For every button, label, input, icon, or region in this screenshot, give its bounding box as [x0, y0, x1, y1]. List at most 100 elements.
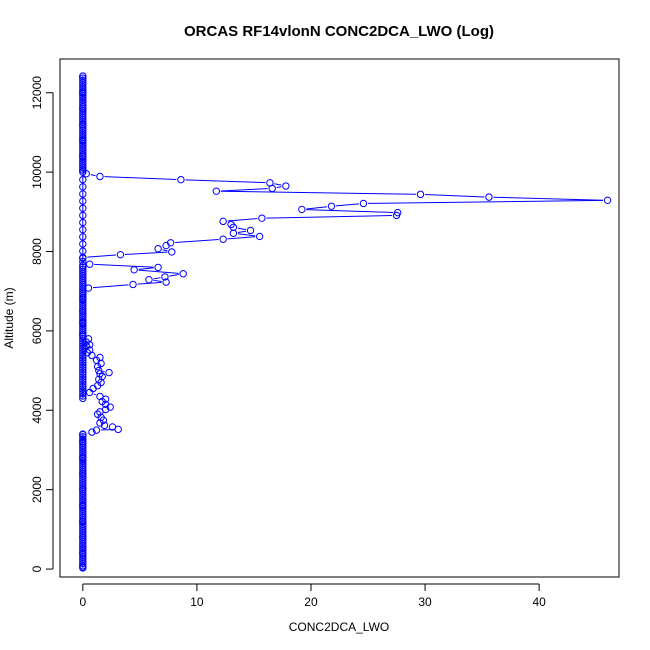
- y-tick-label: 2000: [30, 476, 44, 503]
- data-point: [79, 72, 87, 80]
- data-point: [79, 380, 87, 388]
- series-line-segment: [93, 393, 96, 396]
- x-tick-label: 20: [304, 595, 318, 609]
- data-point: [258, 214, 266, 222]
- x-tick-label: 40: [532, 595, 546, 609]
- series-line-segment: [493, 196, 604, 201]
- data-point: [79, 370, 87, 379]
- data-point: [82, 342, 90, 350]
- series-line-segment: [153, 277, 161, 280]
- data-point: [219, 235, 227, 243]
- data-point: [79, 89, 87, 97]
- data-point: [100, 421, 109, 430]
- data-point: [227, 220, 235, 229]
- series-line-segment: [185, 179, 266, 184]
- data-point: [96, 172, 104, 181]
- data-point: [79, 356, 87, 364]
- series-line-segment: [237, 227, 247, 231]
- data-point: [84, 335, 93, 343]
- data-point: [79, 218, 87, 227]
- x-tick-label: 30: [418, 595, 432, 609]
- data-point: [79, 261, 87, 270]
- data-point: [79, 354, 87, 362]
- series-line-segment: [227, 236, 256, 240]
- data-point: [79, 120, 87, 129]
- x-tick-label: 0: [79, 595, 86, 609]
- y-tick-label: 8000: [30, 238, 44, 265]
- data-point: [79, 358, 87, 367]
- data-point: [79, 361, 87, 369]
- data-point: [79, 375, 87, 384]
- series-line-segment: [227, 218, 258, 222]
- plot-frame: [59, 58, 620, 578]
- data-point: [79, 517, 87, 526]
- series-line-segment: [90, 174, 96, 177]
- data-point: [79, 385, 87, 393]
- series-line-segment: [104, 176, 177, 180]
- series-line-segment: [138, 267, 154, 270]
- data-point: [79, 501, 87, 510]
- data-point: [145, 275, 153, 284]
- data-point: [130, 266, 138, 274]
- data-point: [79, 368, 87, 376]
- data-point: [96, 353, 104, 362]
- data-point: [327, 202, 336, 210]
- data-point: [79, 257, 87, 266]
- series-line-segment: [94, 263, 154, 268]
- series-line-segment: [84, 291, 87, 296]
- series-line-segment: [175, 239, 219, 243]
- data-point: [79, 331, 87, 339]
- series-line-segment: [237, 233, 256, 237]
- data-point: [79, 295, 87, 303]
- chart-title: ORCAS RF14vlonN CONC2DCA_LWO (Log): [184, 23, 494, 40]
- data-point: [79, 307, 87, 315]
- data-point: [129, 280, 137, 289]
- series-line-segment: [306, 206, 328, 210]
- series-line-segment: [162, 249, 168, 252]
- series-line-segment: [92, 284, 129, 289]
- series-line-segment: [274, 183, 282, 186]
- data-point: [79, 183, 87, 191]
- data-point: [79, 233, 87, 241]
- data-point: [79, 225, 87, 234]
- data-point: [84, 284, 93, 292]
- data-point: [79, 363, 87, 372]
- data-point: [96, 370, 104, 378]
- series-line-segment: [220, 188, 268, 192]
- data-point: [95, 366, 103, 375]
- y-tick-label: 0: [30, 565, 44, 572]
- x-axis: 0 10 20 30 40: [79, 583, 546, 609]
- data-point: [485, 193, 493, 201]
- data-point: [298, 205, 306, 214]
- data-point: [79, 387, 87, 395]
- data-point: [246, 226, 255, 235]
- series-line-segment: [169, 274, 179, 277]
- data-point: [79, 430, 87, 438]
- data-point: [79, 470, 87, 478]
- data-point: [79, 563, 87, 571]
- series-line-segment: [335, 203, 360, 207]
- data-point: [79, 136, 87, 145]
- data-point: [79, 190, 87, 198]
- x-axis-label: CONC2DCA_LWO: [289, 620, 389, 634]
- series-line-segment: [276, 186, 282, 189]
- data-point: [154, 245, 162, 253]
- data-point: [79, 392, 87, 400]
- data-point: [282, 182, 290, 190]
- data-point: [79, 166, 87, 174]
- data-point: [92, 426, 101, 434]
- series-line-segment: [87, 254, 117, 258]
- data-point: [105, 368, 113, 377]
- series-line-segment: [237, 230, 247, 234]
- data-point: [79, 533, 87, 542]
- data-point: [359, 199, 368, 208]
- data-point: [79, 382, 87, 391]
- data-point: [79, 549, 87, 557]
- series-line-segment: [424, 194, 485, 198]
- data-point: [79, 240, 87, 248]
- data-point: [96, 392, 104, 401]
- y-tick-label: 4000: [30, 397, 44, 424]
- data-point: [88, 428, 96, 436]
- series-line-segment: [153, 279, 162, 282]
